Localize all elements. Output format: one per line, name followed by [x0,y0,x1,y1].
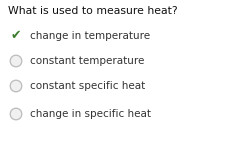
Text: What is used to measure heat?: What is used to measure heat? [8,6,178,16]
Text: ✔: ✔ [11,29,21,43]
Text: change in specific heat: change in specific heat [30,109,151,119]
Text: constant specific heat: constant specific heat [30,81,145,91]
Circle shape [10,108,22,120]
Circle shape [10,80,22,92]
Text: change in temperature: change in temperature [30,31,150,41]
Circle shape [10,55,22,67]
Text: constant temperature: constant temperature [30,56,144,66]
